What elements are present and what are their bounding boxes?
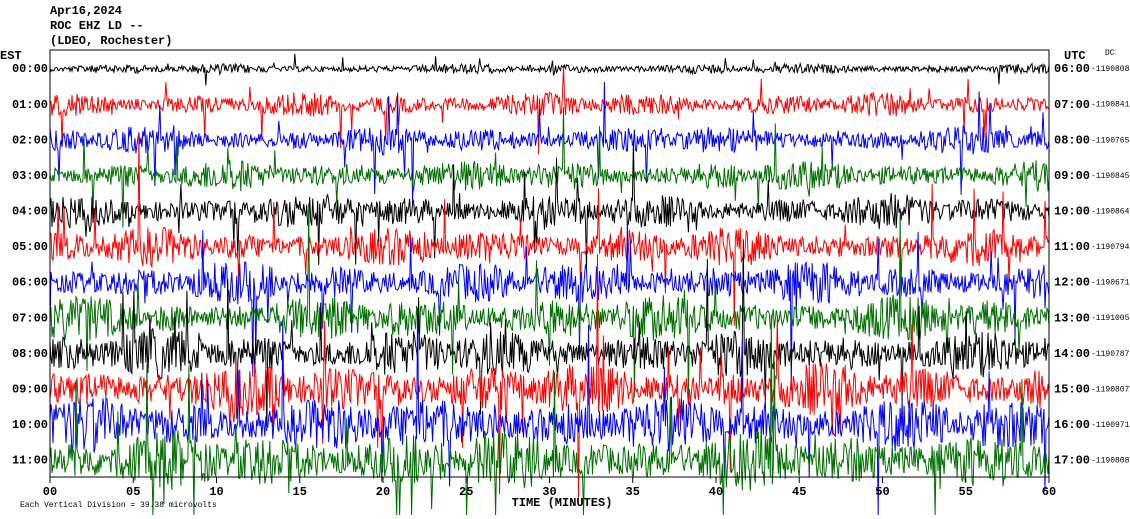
x-axis-title: TIME (MINUTES)	[512, 496, 613, 510]
trace	[49, 203, 1050, 404]
dc-label: -1190671	[1091, 279, 1130, 288]
dc-title: DC	[1105, 49, 1115, 58]
utc-label: 12:00	[1054, 276, 1090, 290]
utc-label: 16:00	[1054, 418, 1090, 432]
x-tick-label: 20	[376, 485, 390, 499]
x-tick-label: 15	[293, 485, 307, 499]
est-label: 00:00	[12, 62, 48, 76]
utc-label: 06:00	[1054, 62, 1090, 76]
dc-label: -1190794	[1091, 243, 1130, 252]
trace	[49, 239, 1050, 432]
est-label: 01:00	[12, 98, 48, 112]
trace	[49, 220, 1050, 391]
x-tick-label: 60	[1042, 485, 1056, 499]
trace	[49, 314, 1050, 516]
trace	[49, 254, 1050, 501]
utc-label: 09:00	[1054, 169, 1090, 183]
est-title: EST	[0, 49, 22, 63]
x-tick-label: 40	[709, 485, 723, 499]
dc-label: -1190807	[1091, 385, 1130, 394]
x-tick-label: 30	[542, 485, 556, 499]
utc-label: 08:00	[1054, 133, 1090, 147]
scale-note: Each Vertical Division = 39.38 microvolt…	[20, 501, 217, 510]
trace	[49, 53, 1050, 86]
dc-label: -1190787	[1091, 350, 1130, 359]
dc-label: -1191005	[1091, 314, 1130, 323]
est-label: 09:00	[12, 382, 48, 396]
est-label: 05:00	[12, 240, 48, 254]
x-tick-label: 05	[126, 485, 140, 499]
est-label: 06:00	[12, 276, 48, 290]
utc-label: 14:00	[1054, 347, 1090, 361]
est-label: 08:00	[12, 347, 48, 361]
est-label: 03:00	[12, 169, 48, 183]
trace	[49, 140, 1050, 271]
dc-label: -1190808	[1091, 457, 1130, 466]
utc-label: 15:00	[1054, 382, 1090, 396]
trace	[49, 133, 1050, 326]
dc-label: -1190845	[1091, 172, 1130, 181]
est-label: 07:00	[12, 311, 48, 325]
dc-label: -1190971	[1091, 421, 1130, 430]
dc-label: -1190841	[1091, 101, 1130, 110]
utc-label: 10:00	[1054, 205, 1090, 219]
utc-label: 07:00	[1054, 98, 1090, 112]
est-label: 04:00	[12, 205, 48, 219]
est-label: 02:00	[12, 133, 48, 147]
utc-label: 17:00	[1054, 454, 1090, 468]
utc-label: 11:00	[1054, 240, 1090, 254]
x-tick-label: 00	[43, 485, 57, 499]
dc-label: -1190808	[1091, 65, 1130, 74]
traces	[49, 53, 1050, 516]
network: (LDEO, Rochester)	[50, 34, 172, 48]
trace	[49, 307, 1050, 516]
est-label: 11:00	[12, 454, 48, 468]
utc-title: UTC	[1064, 49, 1086, 63]
trace	[49, 64, 1050, 155]
station: ROC EHZ LD --	[50, 19, 144, 33]
x-tick-label: 45	[792, 485, 806, 499]
x-tick-label: 25	[459, 485, 473, 499]
utc-label: 13:00	[1054, 311, 1090, 325]
dc-label: -1190765	[1091, 136, 1130, 145]
x-tick-label: 10	[209, 485, 223, 499]
date-title: Apr16,2024	[50, 4, 122, 18]
trace	[49, 81, 1050, 206]
x-tick-label: 35	[626, 485, 640, 499]
trace	[49, 106, 1050, 228]
dc-label: -1190864	[1091, 207, 1130, 216]
est-label: 10:00	[12, 418, 48, 432]
x-tick-label: 50	[875, 485, 889, 499]
x-tick-label: 55	[959, 485, 973, 499]
